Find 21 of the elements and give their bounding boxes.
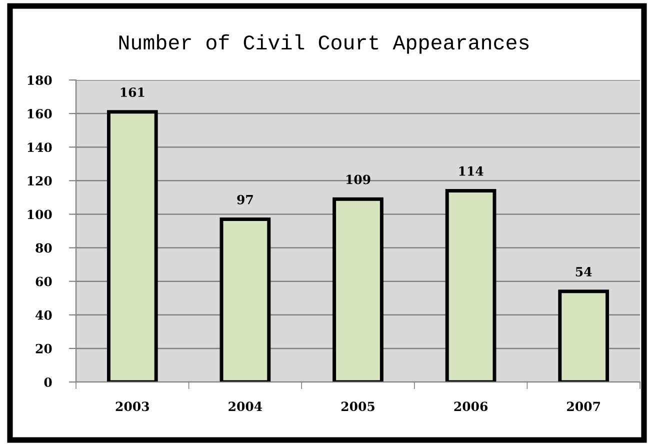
y-tick-label: 160 (28, 109, 52, 118)
data-label: 109 (346, 174, 370, 184)
data-label: 161 (120, 88, 144, 97)
x-tick-label: 2004 (228, 402, 262, 412)
y-tick-label: 180 (28, 75, 52, 85)
data-label: 114 (459, 166, 484, 176)
y-tick-label: 140 (28, 142, 52, 152)
y-tick-label: 80 (36, 243, 52, 253)
x-tick-label: 2003 (116, 402, 149, 412)
y-tick-label: 20 (36, 344, 52, 354)
data-label: 97 (237, 194, 253, 204)
data-label: 54 (576, 267, 592, 276)
y-tick-label: 40 (36, 310, 52, 320)
y-tick-label: 120 (28, 176, 52, 186)
y-tick-label: 0 (44, 377, 52, 387)
x-tick-label: 2007 (567, 402, 600, 412)
chart-title: Number of Civil Court Appearances (119, 34, 529, 54)
y-tick-label: 60 (36, 276, 52, 286)
x-tick-label: 2006 (454, 402, 488, 412)
x-tick-label: 2005 (341, 402, 374, 412)
y-tick-label: 100 (28, 210, 52, 220)
